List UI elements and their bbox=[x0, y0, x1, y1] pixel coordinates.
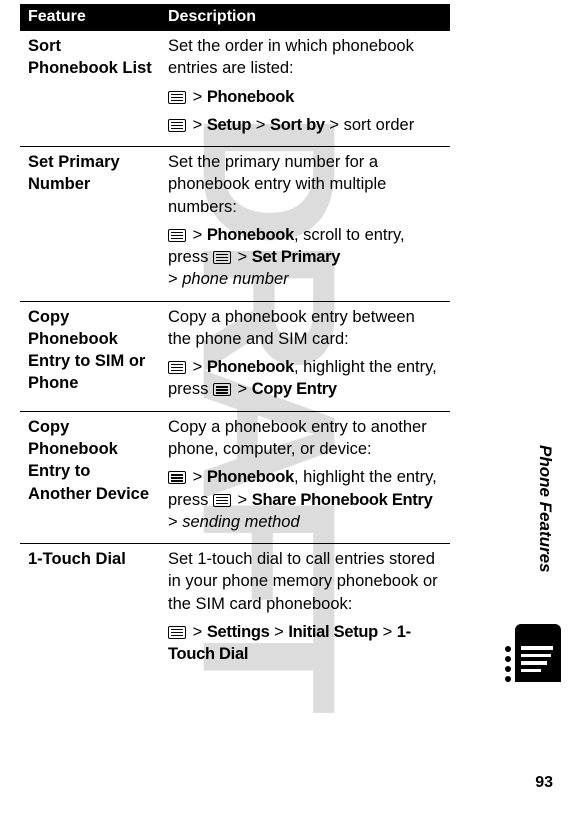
table-row: Copy Phonebook Entry to Another Device C… bbox=[20, 411, 450, 543]
desc-intro: Copy a phonebook entry to another phone,… bbox=[168, 418, 427, 458]
feature-cell: Copy Phonebook Entry to SIM or Phone bbox=[20, 301, 160, 411]
table-row: Copy Phonebook Entry to SIM or Phone Cop… bbox=[20, 301, 450, 411]
path-tail-italic: phone number bbox=[182, 270, 288, 288]
gt: > bbox=[193, 358, 203, 376]
desc-intro: Set 1-touch dial to call entries stored … bbox=[168, 550, 438, 613]
desc-intro: Copy a phonebook entry between the phone… bbox=[168, 308, 415, 348]
gt: > bbox=[238, 380, 248, 398]
path-tail-italic: sending method bbox=[182, 513, 299, 531]
desc-intro: Set the primary number for a phonebook e… bbox=[168, 153, 386, 216]
description-cell: Set the primary number for a phonebook e… bbox=[160, 147, 450, 302]
section-title-sidebar: Phone Features bbox=[535, 445, 555, 573]
gt: > bbox=[383, 623, 393, 641]
menu-icon bbox=[168, 229, 186, 242]
menu-path: Copy Entry bbox=[252, 380, 337, 398]
menu-path: Phonebook bbox=[207, 88, 294, 106]
menu-icon bbox=[168, 471, 186, 484]
gt: > bbox=[168, 513, 178, 531]
menu-icon bbox=[168, 91, 186, 104]
feature-cell: 1-Touch Dial bbox=[20, 544, 160, 676]
gt: > bbox=[274, 623, 284, 641]
gt: > bbox=[193, 116, 203, 134]
menu-icon bbox=[213, 494, 231, 507]
menu-icon bbox=[168, 361, 186, 374]
logo-tab bbox=[515, 624, 561, 682]
logo-bars bbox=[521, 646, 553, 672]
feature-cell: Sort Phonebook List bbox=[20, 31, 160, 147]
menu-path: Phonebook bbox=[207, 226, 294, 244]
gt: > bbox=[193, 623, 203, 641]
description-cell: Copy a phonebook entry between the phone… bbox=[160, 301, 450, 411]
feature-table: Feature Description Sort Phonebook List … bbox=[20, 4, 450, 675]
gt: > bbox=[238, 248, 248, 266]
description-cell: Set 1-touch dial to call entries stored … bbox=[160, 544, 450, 676]
page-number: 93 bbox=[535, 774, 553, 792]
table-row: Sort Phonebook List Set the order in whi… bbox=[20, 31, 450, 147]
description-cell: Copy a phonebook entry to another phone,… bbox=[160, 411, 450, 543]
menu-icon bbox=[213, 383, 231, 396]
menu-icon bbox=[168, 626, 186, 639]
description-cell: Set the order in which phonebook entries… bbox=[160, 31, 450, 147]
gt: > bbox=[256, 116, 266, 134]
menu-path: Setup bbox=[207, 116, 251, 134]
menu-icon bbox=[213, 251, 231, 264]
gt: > bbox=[168, 270, 178, 288]
menu-path: Phonebook bbox=[207, 468, 294, 486]
header-description: Description bbox=[160, 4, 450, 31]
brand-logo bbox=[515, 624, 561, 704]
gt: > bbox=[193, 468, 203, 486]
desc-intro: Set the order in which phonebook entries… bbox=[168, 37, 414, 77]
menu-path: Settings bbox=[207, 623, 270, 641]
gt: > bbox=[193, 226, 203, 244]
feature-cell: Set Primary Number bbox=[20, 147, 160, 302]
menu-path: Sort by bbox=[270, 116, 325, 134]
feature-cell: Copy Phonebook Entry to Another Device bbox=[20, 411, 160, 543]
logo-dots bbox=[505, 646, 511, 682]
menu-icon bbox=[168, 119, 186, 132]
table-row: Set Primary Number Set the primary numbe… bbox=[20, 147, 450, 302]
menu-path: Phonebook bbox=[207, 358, 294, 376]
page-content: Feature Description Sort Phonebook List … bbox=[0, 0, 581, 675]
header-feature: Feature bbox=[20, 4, 160, 31]
menu-path: Set Primary bbox=[252, 248, 340, 266]
gt: > bbox=[193, 88, 203, 106]
menu-path: Initial Setup bbox=[288, 623, 378, 641]
table-row: 1-Touch Dial Set 1-touch dial to call en… bbox=[20, 544, 450, 676]
path-tail: sort order bbox=[344, 116, 415, 134]
gt: > bbox=[238, 491, 248, 509]
gt: > bbox=[329, 116, 339, 134]
menu-path: Share Phonebook Entry bbox=[252, 491, 433, 509]
